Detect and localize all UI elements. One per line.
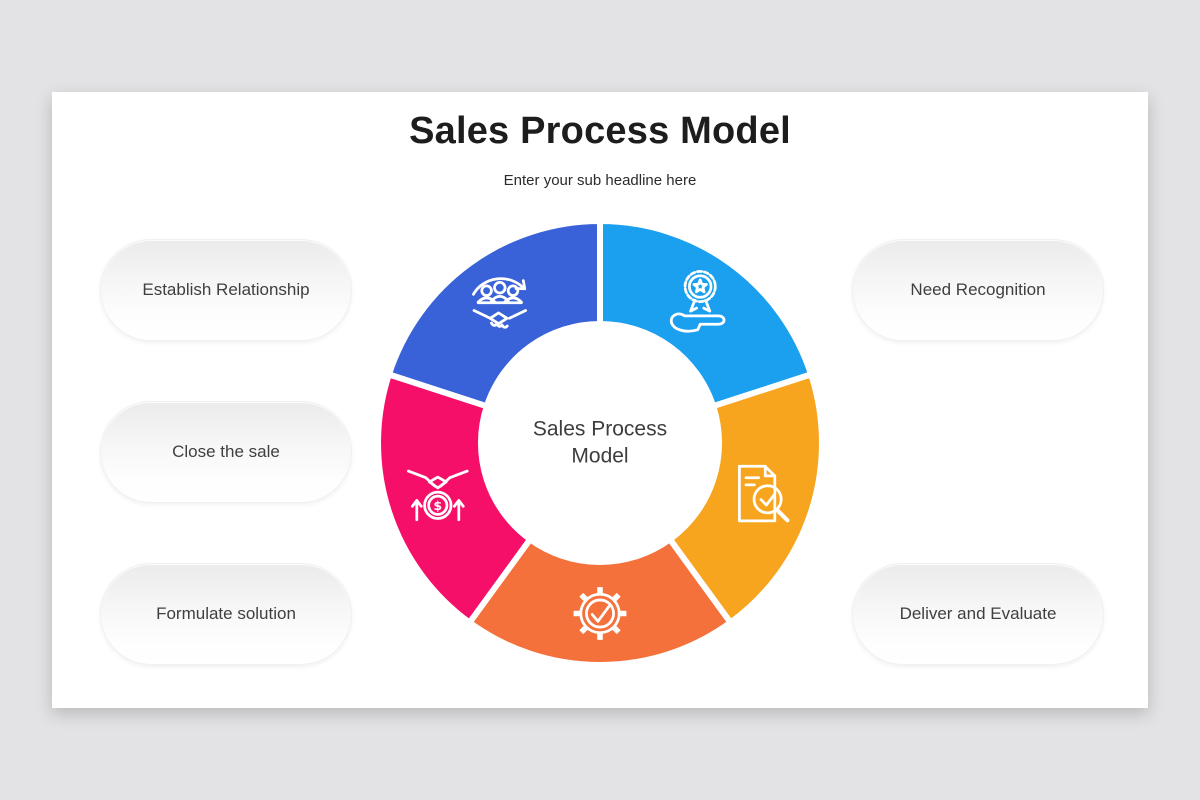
stage-pill-establish-relationship[interactable]: Establish Relationship bbox=[100, 239, 352, 341]
page-title: Sales Process Model bbox=[409, 110, 791, 152]
team-handshake-icon bbox=[472, 277, 527, 329]
pill-label: Establish Relationship bbox=[142, 280, 310, 299]
money-handshake-icon: $ bbox=[407, 469, 469, 522]
donut-segment-team-handshake[interactable] bbox=[385, 217, 603, 410]
pill-label: Need Recognition bbox=[910, 280, 1046, 299]
donut-segment-hand-award[interactable] bbox=[597, 217, 815, 410]
stage-pill-deliver-and-evaluate[interactable]: Deliver and Evaluate bbox=[852, 563, 1104, 665]
svg-text:$: $ bbox=[433, 498, 442, 513]
donut-svg: $ bbox=[375, 217, 825, 668]
sales-process-donut: $ bbox=[370, 213, 830, 673]
pill-label: Deliver and Evaluate bbox=[899, 604, 1057, 623]
stage-pill-need-recognition[interactable]: Need Recognition bbox=[852, 239, 1104, 341]
donut-segment-money-handshake[interactable] bbox=[375, 370, 535, 627]
gear-check-icon bbox=[573, 587, 627, 640]
hand-award-icon bbox=[669, 270, 726, 333]
donut-segment-gear-check[interactable] bbox=[465, 535, 735, 668]
donut-segment-report-magnifier[interactable] bbox=[665, 370, 825, 627]
slide-card: Sales Process Model Enter your sub headl… bbox=[52, 92, 1148, 708]
donut-center-label-line1: Sales Process bbox=[532, 417, 668, 441]
page-subtitle: Enter your sub headline here bbox=[503, 172, 697, 189]
donut-center-label: Sales Process Model bbox=[490, 416, 710, 471]
pill-label: Close the sale bbox=[172, 442, 280, 461]
stage-pill-formulate-solution[interactable]: Formulate solution bbox=[100, 563, 352, 665]
stage-pill-close-the-sale[interactable]: Close the sale bbox=[100, 401, 352, 503]
report-magnifier-icon bbox=[738, 464, 790, 523]
pill-label: Formulate solution bbox=[156, 604, 296, 623]
donut-center-label-line2: Model bbox=[571, 445, 629, 468]
